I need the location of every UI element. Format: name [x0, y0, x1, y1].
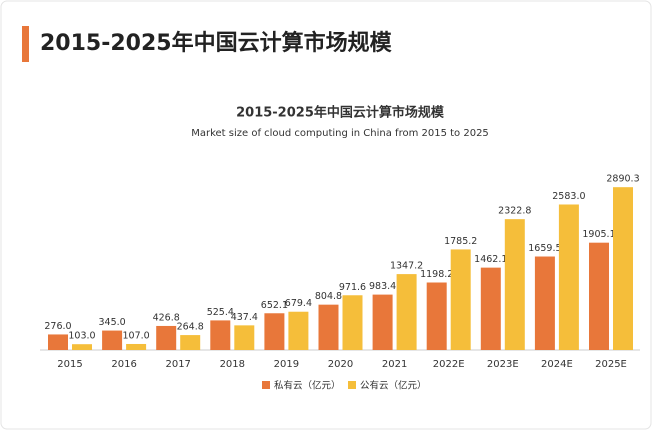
bar — [342, 295, 363, 350]
bar — [72, 344, 92, 350]
bar — [102, 330, 123, 350]
x-tick-label: 2021 — [382, 359, 407, 370]
legend-swatch — [262, 381, 270, 389]
data-label: 652.1 — [261, 300, 288, 311]
bar — [372, 294, 393, 350]
bar — [126, 343, 147, 350]
x-tick-label: 2025E — [595, 359, 627, 370]
data-label: 971.6 — [339, 282, 366, 293]
data-label: 1785.2 — [444, 236, 477, 247]
data-label: 2322.8 — [498, 206, 531, 217]
bar — [534, 256, 555, 350]
x-tick-label: 2016 — [111, 359, 136, 370]
data-label: 983.4 — [369, 281, 396, 292]
legend-label: 私有云（亿元） — [274, 380, 341, 392]
bar — [426, 282, 447, 350]
bar — [480, 267, 501, 350]
data-label: 345.0 — [98, 317, 125, 328]
data-label: 1198.2 — [420, 269, 453, 280]
x-tick-label: 2020 — [328, 359, 353, 370]
bar — [210, 320, 231, 350]
bar — [156, 325, 177, 350]
data-label: 107.0 — [122, 330, 149, 341]
header-accent — [22, 26, 29, 62]
legend-label: 公有云（亿元） — [360, 380, 427, 392]
data-label: 437.4 — [231, 312, 258, 323]
bar — [180, 335, 201, 350]
chart-title: 2015-2025年中国云计算市场规模 — [236, 105, 445, 121]
x-tick-label: 2018 — [220, 359, 245, 370]
chart-subtitle: Market size of cloud computing in China … — [191, 128, 489, 139]
bar — [264, 313, 285, 350]
legend-swatch — [348, 381, 356, 389]
x-tick-label: 2019 — [274, 359, 299, 370]
x-tick-label: 2022E — [433, 359, 465, 370]
data-label: 426.8 — [153, 312, 180, 323]
bar — [318, 304, 339, 350]
bar — [558, 204, 579, 350]
bar — [288, 311, 309, 350]
x-tick-label: 2017 — [165, 359, 190, 370]
x-tick-label: 2024E — [541, 359, 573, 370]
data-label: 1905.1 — [582, 229, 615, 240]
bar — [450, 249, 471, 350]
bar — [589, 242, 609, 350]
data-label: 804.8 — [315, 291, 342, 302]
data-label: 1659.5 — [528, 243, 561, 254]
data-label: 679.4 — [285, 298, 312, 309]
bar — [396, 274, 417, 350]
data-label: 103.0 — [68, 331, 95, 342]
bar — [234, 325, 255, 350]
x-tick-label: 2015 — [57, 359, 82, 370]
x-tick-label: 2023E — [487, 359, 519, 370]
page-title: 2015-2025年中国云计算市场规模 — [40, 30, 393, 56]
bar — [48, 334, 68, 350]
data-label: 525.4 — [207, 307, 234, 318]
data-label: 1462.1 — [474, 254, 507, 265]
data-label: 2890.3 — [606, 174, 639, 185]
bar — [613, 187, 633, 350]
data-label: 264.8 — [177, 322, 204, 333]
bar — [504, 219, 525, 350]
data-label: 276.0 — [44, 321, 71, 332]
data-label: 1347.2 — [390, 261, 423, 272]
data-label: 2583.0 — [552, 191, 585, 202]
